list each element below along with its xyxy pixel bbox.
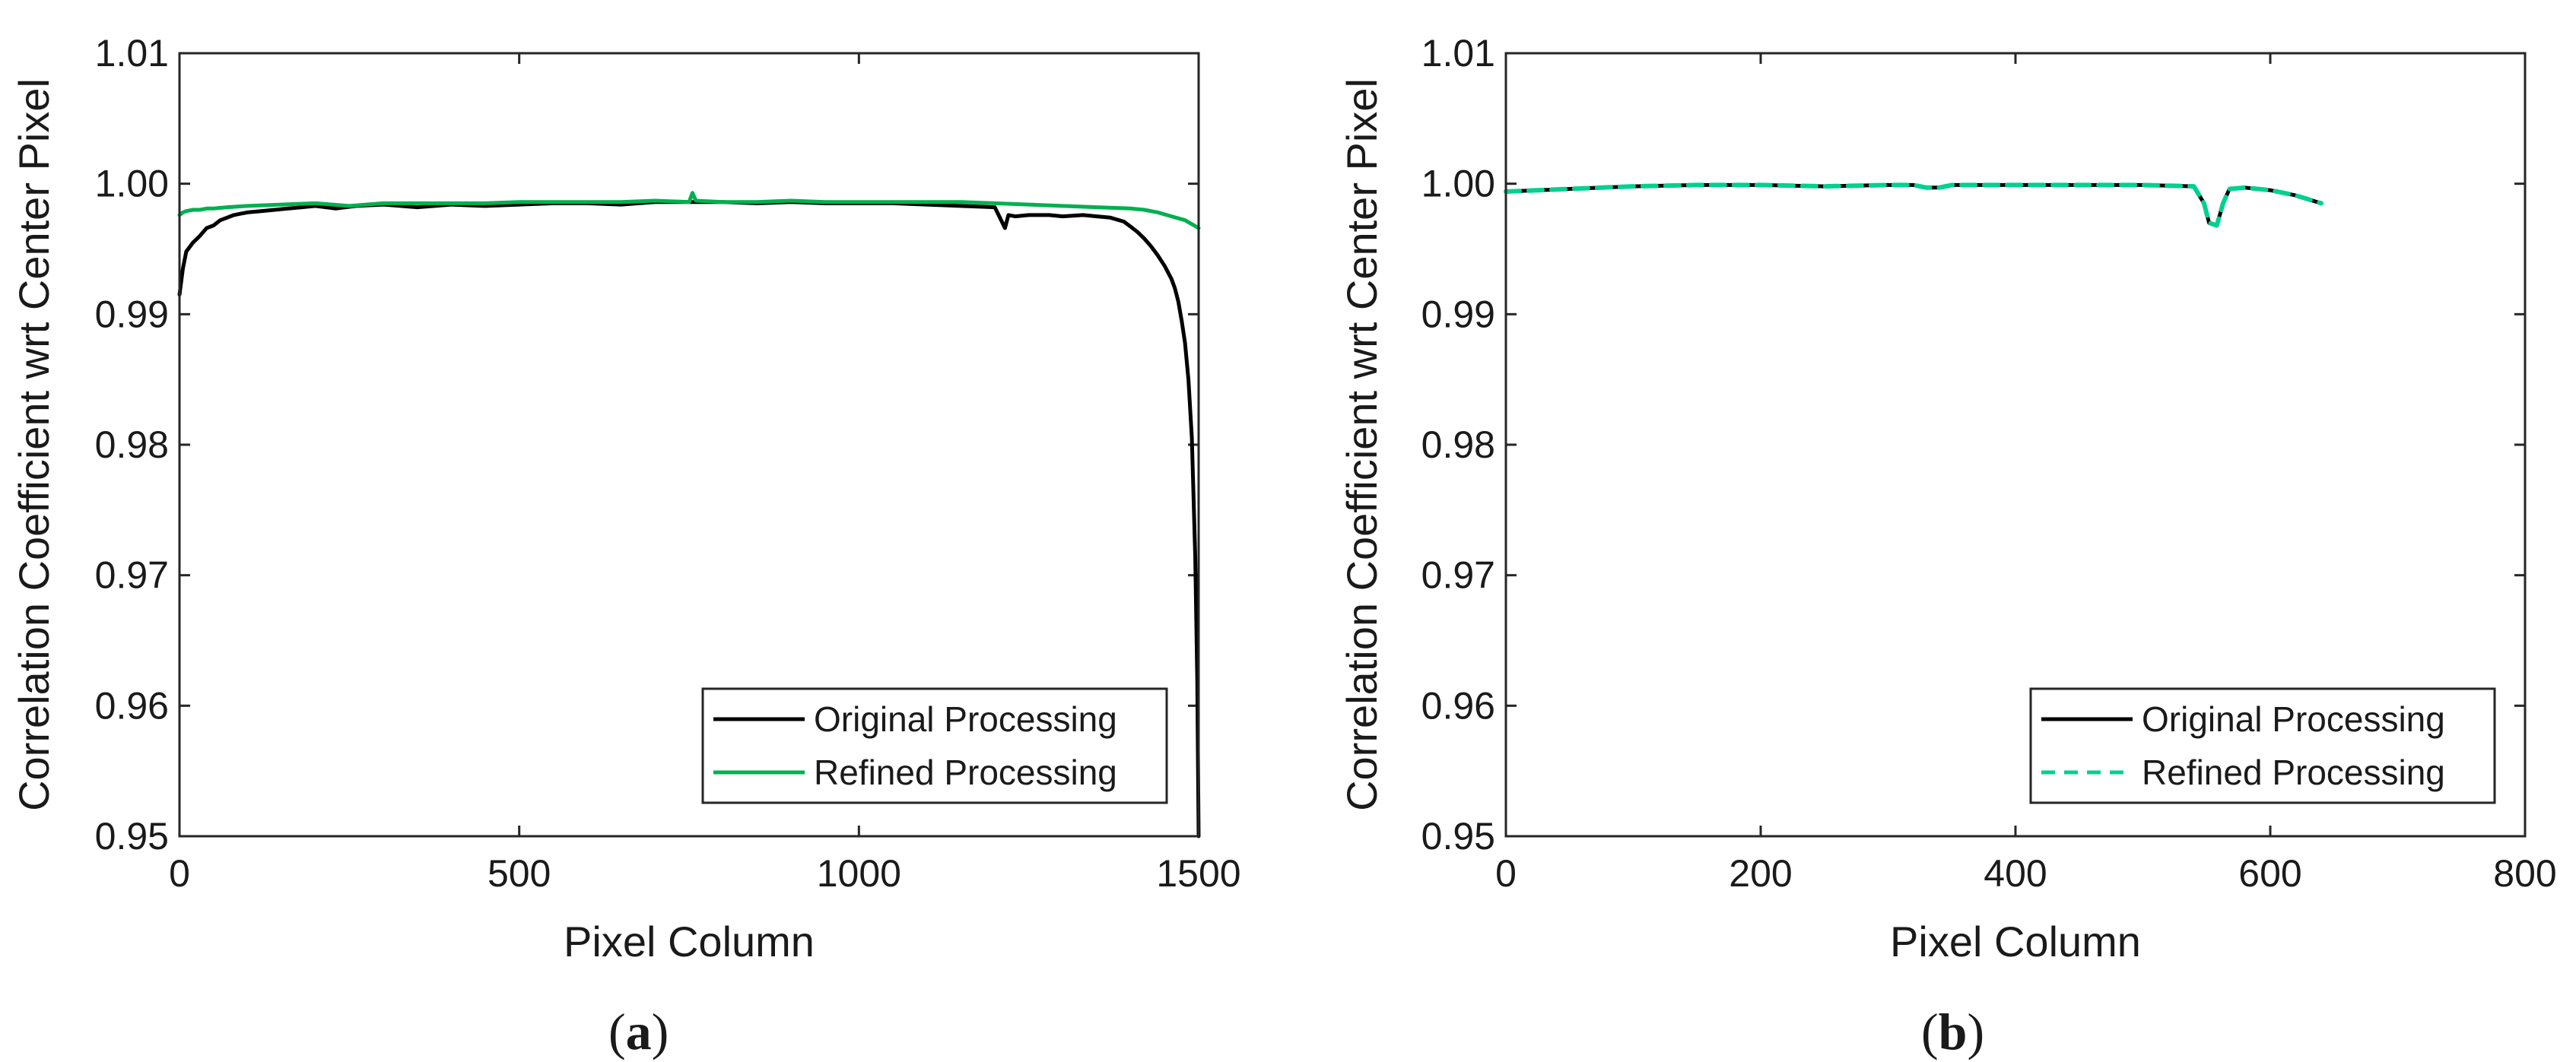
- x-axis-label-b: Pixel Column: [1890, 918, 2141, 965]
- y-tick-label-a-6: 1.01: [95, 32, 169, 74]
- x-tick-label-a-2: 1000: [817, 852, 901, 895]
- y-tick-label-a-2: 0.97: [95, 554, 169, 597]
- legend-box-b: [2029, 687, 2496, 804]
- y-ticks-b: 0.95 0.96 0.97 0.98 0.99 1.00 1.01: [1421, 32, 2525, 858]
- x-tick-label-a-1: 500: [488, 852, 551, 895]
- y-tick-label-b-5: 1.00: [1421, 163, 1495, 205]
- y-tick-label-b-4: 0.99: [1421, 293, 1495, 335]
- plot-frame-b: [1504, 52, 2527, 838]
- x-tick-label-b-1: 200: [1729, 852, 1792, 895]
- x-tick-label-b-0: 0: [1495, 852, 1517, 895]
- series-group-b: [1504, 182, 2323, 228]
- panel-label-b-close: ): [1967, 1003, 1984, 1060]
- panel-label-a-letter: a: [626, 1003, 652, 1060]
- y-tick-label-b-1: 0.96: [1421, 684, 1495, 727]
- y-tick-label-b-2: 0.97: [1421, 554, 1495, 597]
- legend-label-refined-b: Refined Processing: [2142, 753, 2445, 792]
- chart-panel-a: 0 500 1000 1500 0.95 0.96 0.97 0.98 0.99 1.00 1.0…: [10, 32, 1241, 1060]
- y-tick-label-a-0: 0.95: [95, 815, 169, 858]
- legend-label-original-a: Original Processing: [814, 699, 1117, 739]
- series-line-refined-b: [1504, 182, 2323, 228]
- legend-box-a: [701, 687, 1168, 804]
- x-tick-label-b-2: 400: [1984, 852, 2047, 895]
- y-axis-label-b: Correlation Coefficient wrt Center Pixel: [1338, 78, 1386, 811]
- series-group-a: [177, 191, 1201, 839]
- y-tick-label-a-3: 0.98: [95, 423, 169, 466]
- legend-label-refined-a: Refined Processing: [814, 753, 1117, 792]
- chart-panel-b: 0 200 400 600 800 0.95 0.96 0.97 0.98 0.99 1.00 1.…: [1338, 32, 2557, 1060]
- plot-frame-a: [178, 52, 1200, 838]
- x-ticks-a: 0 500 1000 1500: [169, 53, 1241, 895]
- y-tick-label-a-4: 0.99: [95, 293, 169, 335]
- panel-label-a-close: ): [652, 1003, 669, 1060]
- x-axis-label-a: Pixel Column: [564, 918, 815, 965]
- panel-label-b-letter: b: [1939, 1003, 1968, 1060]
- x-tick-label-a-0: 0: [169, 852, 190, 895]
- series-line-refined-a: [177, 191, 1201, 230]
- panel-label-a: (a): [608, 1003, 669, 1060]
- y-tick-label-b-0: 0.95: [1421, 815, 1495, 858]
- legend-b: Original Processing Refined Processing: [2029, 687, 2496, 804]
- x-tick-label-a-3: 1500: [1156, 852, 1240, 895]
- legend-label-original-b: Original Processing: [2142, 699, 2445, 739]
- y-tick-label-b-3: 0.98: [1421, 423, 1495, 466]
- legend-a: Original Processing Refined Processing: [701, 687, 1168, 804]
- panel-label-b-open: (: [1921, 1003, 1939, 1060]
- y-axis-label-a: Correlation Coefficient wrt Center Pixel: [10, 78, 58, 811]
- panel-label-b: (b): [1921, 1003, 1984, 1060]
- x-tick-label-b-4: 800: [2493, 852, 2556, 895]
- y-tick-label-a-1: 0.96: [95, 684, 169, 727]
- x-ticks-b: 0 200 400 600 800: [1495, 53, 2557, 895]
- y-tick-label-b-6: 1.01: [1421, 32, 1495, 74]
- y-ticks-a: 0.95 0.96 0.97 0.98 0.99 1.00 1.01: [95, 32, 1199, 858]
- panel-label-a-open: (: [608, 1003, 626, 1060]
- y-tick-label-a-5: 1.00: [95, 163, 169, 205]
- x-tick-label-b-3: 600: [2238, 852, 2301, 895]
